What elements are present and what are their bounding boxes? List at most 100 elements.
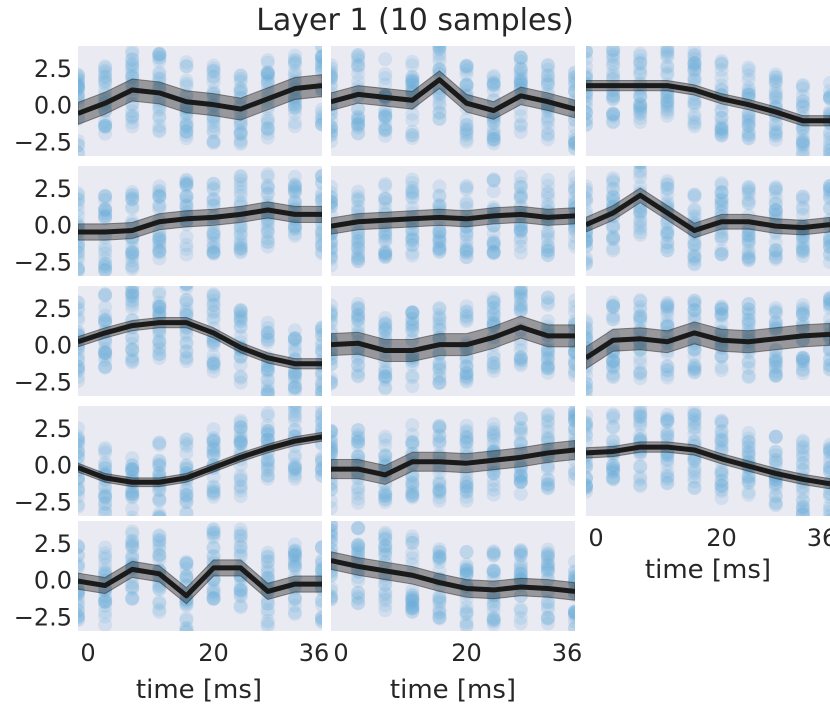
sample-point xyxy=(179,569,194,584)
sample-point xyxy=(378,179,393,194)
sample-point xyxy=(152,458,167,473)
sample-point xyxy=(331,584,338,599)
sample-point xyxy=(152,188,167,203)
sample-point xyxy=(568,70,575,85)
sample-point xyxy=(741,187,756,202)
sample-point xyxy=(378,489,393,504)
sample-point xyxy=(768,125,783,140)
sample-point xyxy=(351,482,366,497)
sample-point xyxy=(125,245,140,260)
sample-point xyxy=(125,355,140,370)
sample-point xyxy=(714,247,729,262)
sample-point xyxy=(331,592,338,607)
sample-point xyxy=(432,484,447,499)
sample-point xyxy=(586,194,593,209)
sample-point xyxy=(586,389,593,396)
sample-point xyxy=(315,112,322,127)
sample-point xyxy=(78,450,85,465)
sample-point xyxy=(206,61,221,76)
sample-point xyxy=(741,476,756,491)
sample-point xyxy=(687,236,702,251)
sample-point xyxy=(260,71,275,86)
sample-point xyxy=(98,458,113,473)
sample-point xyxy=(125,199,140,214)
sample-point xyxy=(233,433,248,448)
sample-point xyxy=(660,108,675,123)
sample-point xyxy=(606,299,621,314)
sample-point xyxy=(486,443,501,458)
sample-point xyxy=(513,218,528,233)
sample-point xyxy=(432,91,447,106)
sample-point xyxy=(741,324,756,339)
sample-point xyxy=(633,406,648,419)
sample-point xyxy=(98,65,113,80)
sample-point xyxy=(98,287,113,302)
sample-point xyxy=(125,286,140,300)
sample-point xyxy=(486,571,501,586)
sample-point xyxy=(823,351,830,366)
sample-point xyxy=(432,225,447,240)
sample-point xyxy=(660,221,675,236)
sample-point xyxy=(586,418,593,433)
sample-point xyxy=(432,418,447,433)
sample-point xyxy=(78,583,85,598)
sample-point xyxy=(714,434,729,449)
sample-point xyxy=(315,454,322,469)
sample-point xyxy=(206,573,221,588)
sample-point xyxy=(351,596,366,611)
sample-point xyxy=(78,539,85,554)
sample-point xyxy=(233,68,248,83)
sample-point xyxy=(714,464,729,479)
sample-point xyxy=(540,413,555,428)
sample-point xyxy=(125,74,140,89)
sample-point xyxy=(660,300,675,315)
sample-point xyxy=(687,252,702,267)
sample-point xyxy=(486,70,501,85)
sample-point xyxy=(405,201,420,216)
sample-point xyxy=(459,353,474,368)
sample-point xyxy=(331,445,338,460)
sample-point xyxy=(78,560,85,575)
sample-point xyxy=(540,319,555,334)
sample-point xyxy=(687,453,702,468)
sample-point xyxy=(606,410,621,425)
sample-point xyxy=(540,75,555,90)
sample-point xyxy=(741,297,756,312)
sample-point xyxy=(687,302,702,317)
sample-point xyxy=(331,476,338,491)
sample-point xyxy=(540,229,555,244)
sample-point xyxy=(459,358,474,373)
sample-point xyxy=(513,616,528,631)
sample-point xyxy=(315,464,322,479)
sample-point xyxy=(459,479,474,494)
sample-point xyxy=(98,82,113,97)
sample-point xyxy=(823,240,830,255)
sample-point xyxy=(125,188,140,203)
sample-point xyxy=(287,331,302,346)
sample-point xyxy=(540,551,555,566)
sample-point xyxy=(98,594,113,609)
sample-point xyxy=(287,57,302,72)
sample-point xyxy=(152,198,167,213)
sample-point xyxy=(260,325,275,340)
sample-point xyxy=(741,68,756,83)
sample-point xyxy=(586,105,593,120)
sample-point xyxy=(152,309,167,324)
sample-point xyxy=(98,488,113,503)
sample-point xyxy=(432,357,447,372)
sample-point xyxy=(513,169,528,184)
sample-point xyxy=(233,306,248,321)
sample-point xyxy=(513,191,528,206)
sample-point xyxy=(315,106,322,121)
sample-point xyxy=(260,408,275,423)
sample-point xyxy=(260,55,275,70)
sample-point xyxy=(714,432,729,447)
sample-point xyxy=(152,528,167,543)
sample-point xyxy=(260,332,275,347)
sample-point xyxy=(405,315,420,330)
sample-point xyxy=(98,617,113,631)
sample-point xyxy=(540,126,555,141)
sample-point xyxy=(823,294,830,309)
sample-point xyxy=(287,228,302,243)
sample-point xyxy=(513,337,528,352)
